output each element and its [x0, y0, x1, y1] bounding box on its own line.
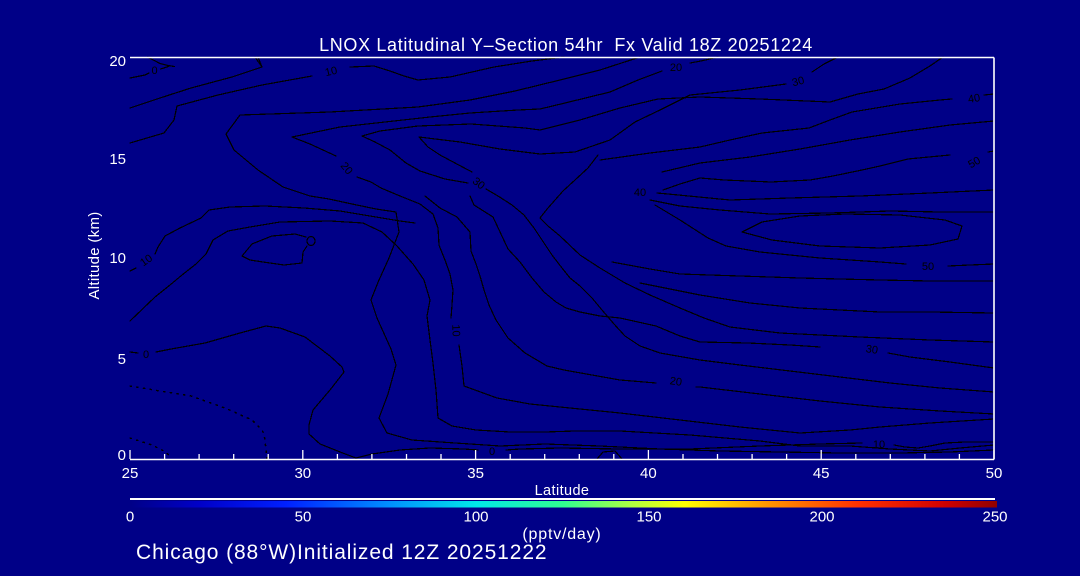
- svg-text:50: 50: [966, 155, 983, 172]
- svg-text:0: 0: [151, 65, 157, 77]
- svg-text:Latitude: Latitude: [535, 483, 590, 499]
- svg-text:30: 30: [294, 465, 311, 482]
- svg-text:35: 35: [467, 465, 484, 482]
- svg-text:40: 40: [640, 465, 657, 482]
- svg-text:45: 45: [813, 465, 830, 482]
- svg-text:(pptv/day): (pptv/day): [522, 526, 601, 543]
- svg-text:0: 0: [143, 349, 149, 361]
- svg-text:25: 25: [122, 465, 139, 482]
- svg-text:10: 10: [449, 324, 461, 337]
- svg-text:250: 250: [982, 509, 1007, 526]
- svg-text:0: 0: [489, 446, 495, 458]
- svg-text:Altitude (km): Altitude (km): [86, 211, 103, 299]
- svg-text:5: 5: [118, 351, 126, 368]
- svg-text:0: 0: [118, 447, 126, 464]
- svg-text:30: 30: [791, 75, 806, 90]
- svg-text:150: 150: [636, 509, 661, 526]
- svg-text:20: 20: [670, 62, 682, 74]
- svg-text:10: 10: [873, 439, 885, 451]
- svg-text:10: 10: [109, 250, 126, 267]
- svg-text:20: 20: [109, 53, 126, 70]
- svg-text:100: 100: [463, 509, 488, 526]
- svg-text:10: 10: [138, 252, 155, 269]
- svg-text:40: 40: [634, 187, 646, 199]
- svg-text:LNOX Latitudinal Y–Section 54h: LNOX Latitudinal Y–Section 54hr Fx Valid…: [319, 35, 813, 55]
- svg-text:0: 0: [126, 509, 134, 526]
- svg-text:20: 20: [669, 375, 683, 389]
- svg-text:30: 30: [470, 175, 487, 192]
- svg-text:50: 50: [986, 465, 1003, 482]
- svg-text:200: 200: [809, 509, 834, 526]
- svg-text:40: 40: [967, 92, 981, 106]
- svg-text:10: 10: [324, 65, 339, 79]
- svg-text:Chicago (88°W)Initialized 12Z: Chicago (88°W)Initialized 12Z 20251222: [136, 541, 547, 564]
- svg-text:15: 15: [109, 151, 126, 168]
- svg-text:30: 30: [865, 343, 879, 357]
- svg-text:50: 50: [922, 261, 934, 273]
- svg-text:50: 50: [295, 509, 312, 526]
